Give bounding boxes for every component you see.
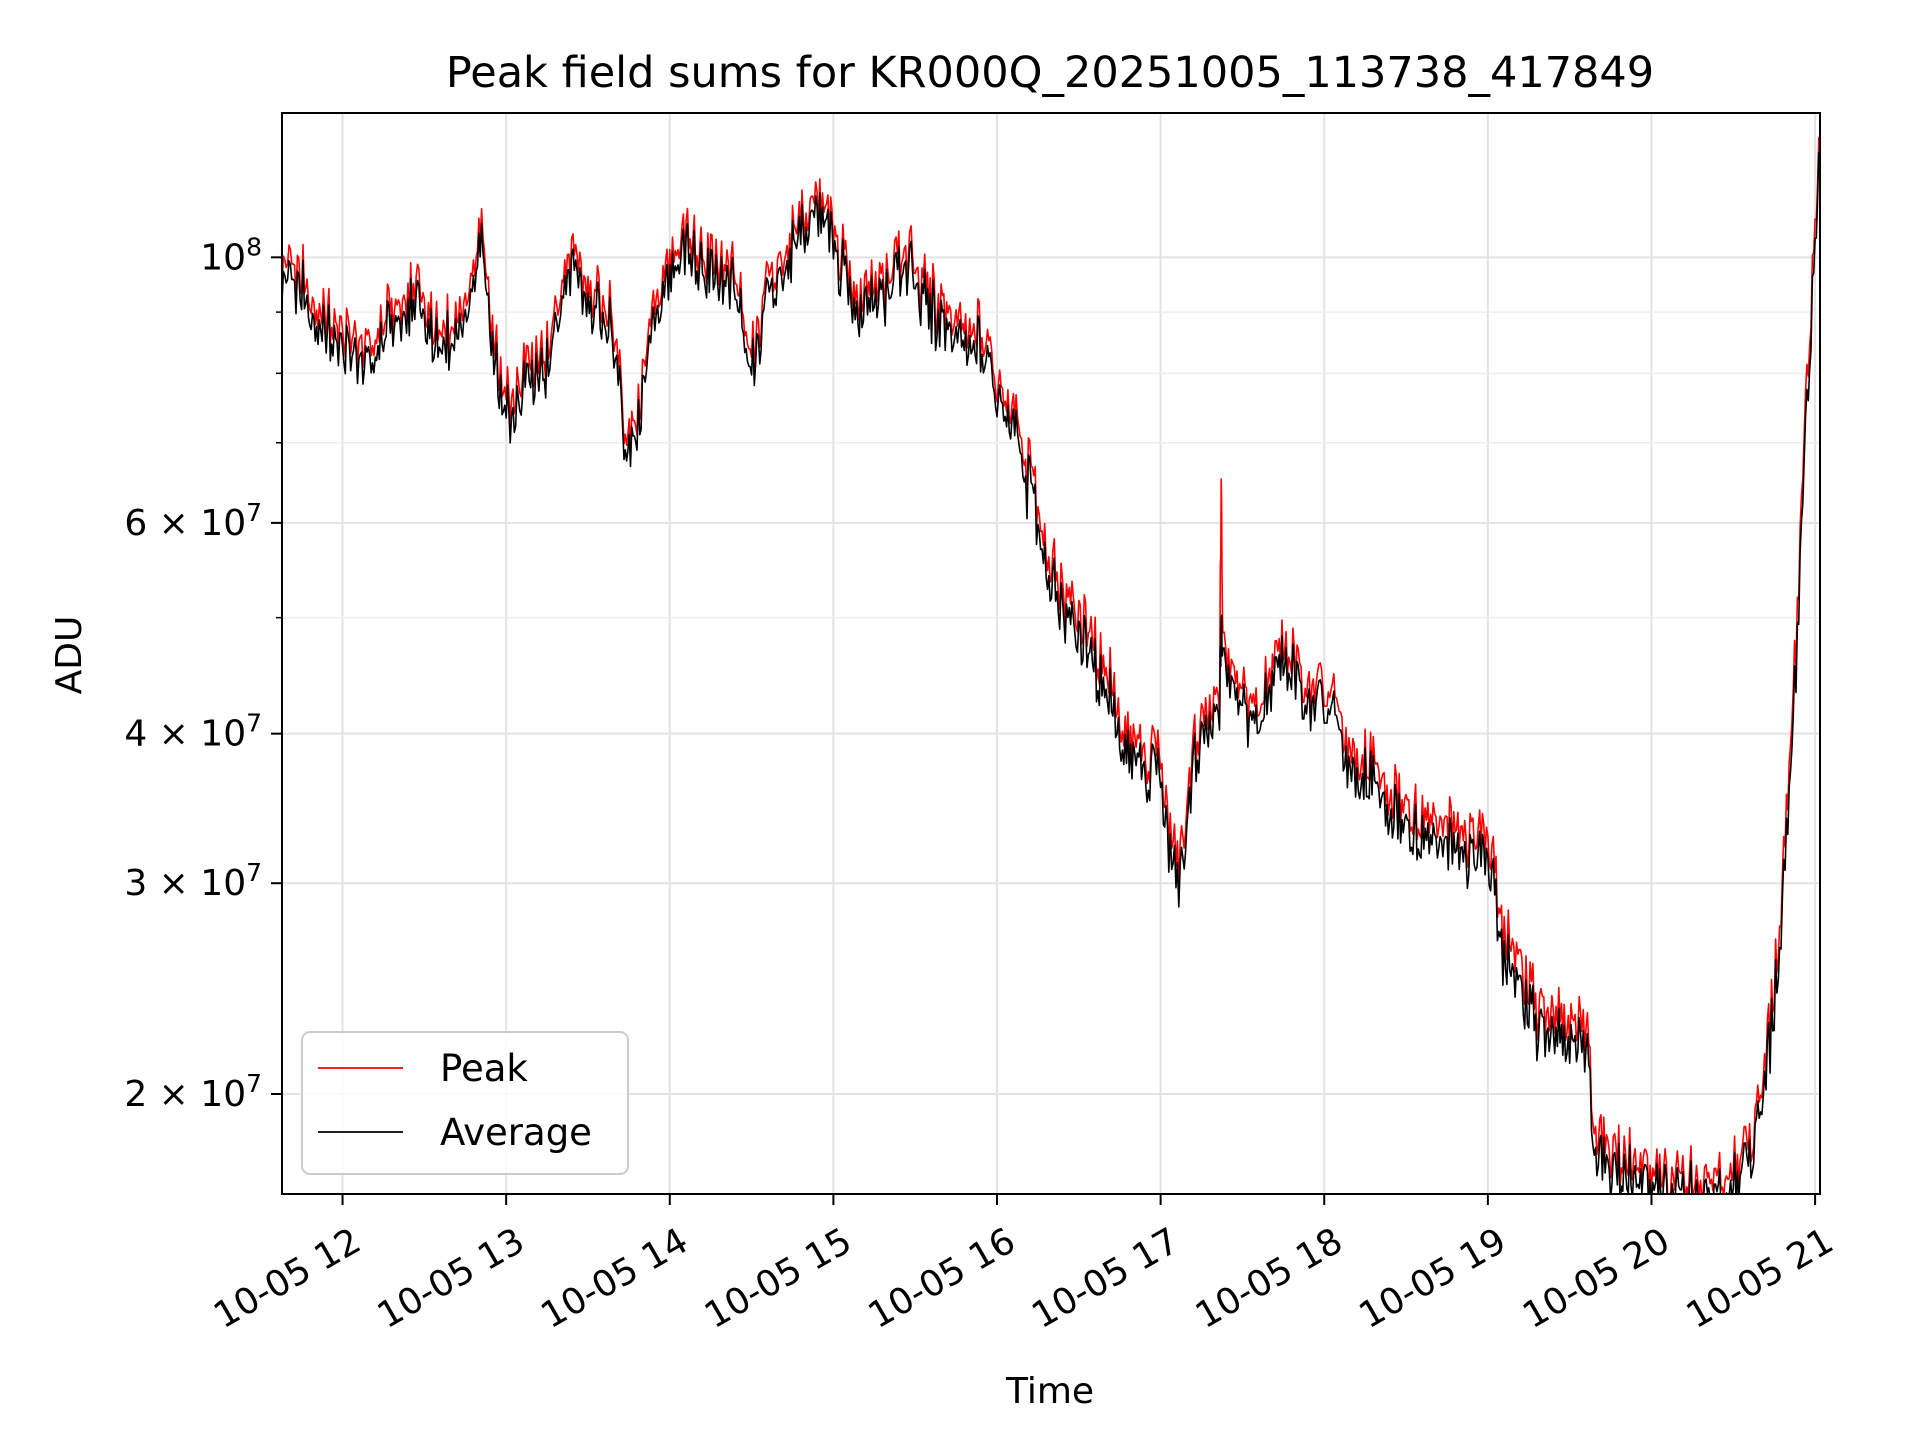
- grid: [282, 113, 1820, 1194]
- y-tick-label-2: 4 × 107: [124, 708, 262, 755]
- legend-label-peak: Peak: [440, 1047, 528, 1090]
- y-tick-label-1: 6 × 107: [124, 497, 262, 544]
- y-tick-label-4: 2 × 107: [124, 1068, 262, 1115]
- legend: Peak Average: [301, 1031, 629, 1175]
- chart-title: Peak field sums for KR000Q_20251005_1137…: [446, 48, 1654, 98]
- series-line-average: [282, 151, 1820, 1194]
- y-axis-label: ADU: [49, 616, 90, 695]
- plot-frame: [281, 112, 1821, 1195]
- x-axis-label: Time: [1005, 1371, 1094, 1412]
- series-layer: [282, 136, 1820, 1194]
- y-tick-label-0: 108: [200, 232, 262, 279]
- legend-label-average: Average: [440, 1111, 592, 1154]
- y-tick-label-3: 3 × 107: [124, 858, 262, 905]
